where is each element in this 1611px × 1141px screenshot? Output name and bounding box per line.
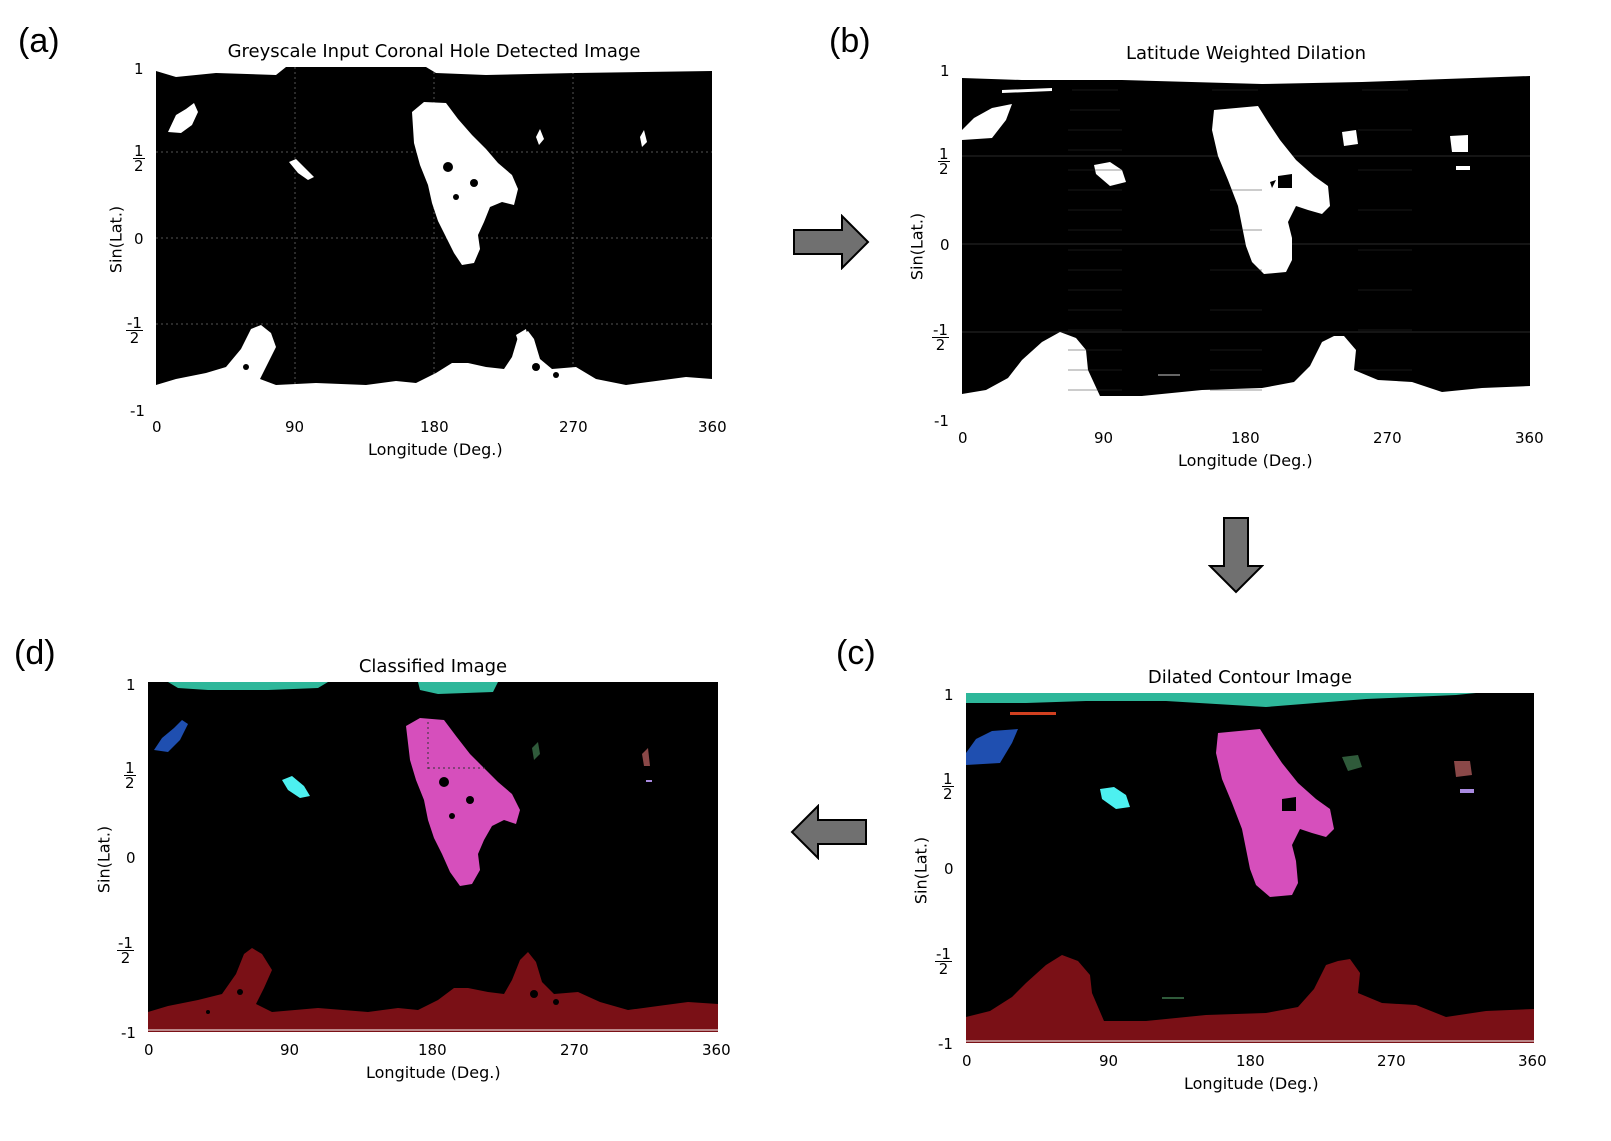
a-ytick-neg1: -1	[130, 402, 145, 420]
d-xtick-0: 0	[144, 1041, 154, 1059]
panel-d-plot	[148, 682, 718, 1032]
d-xtick-360: 360	[702, 1041, 731, 1059]
a-xlabel: Longitude (Deg.)	[368, 440, 503, 459]
b-xtick-90: 90	[1094, 429, 1114, 447]
d-xtick-180: 180	[418, 1041, 447, 1059]
a-xtick-360: 360	[698, 418, 727, 436]
panel-b-title: Latitude Weighted Dilation	[1125, 43, 1367, 64]
a-ylabel: Sin(Lat.)	[106, 205, 126, 274]
panel-label-d: (d)	[14, 634, 56, 672]
c-xtick-180: 180	[1236, 1052, 1265, 1070]
c-ytick-1: 1	[944, 686, 954, 704]
panel-label-c: (c)	[836, 634, 876, 672]
a-ytick-0: 0	[134, 230, 144, 248]
b-xlabel: Longitude (Deg.)	[1178, 451, 1313, 470]
d-ylabel: Sin(Lat.)	[94, 825, 114, 894]
b-ytick-1: 1	[940, 62, 950, 80]
panel-a-title: Greyscale Input Coronal Hole Detected Im…	[227, 41, 641, 62]
arrow-left-icon	[790, 804, 867, 860]
d-ytick-0: 0	[126, 849, 136, 867]
d-ytick-neg1: -1	[121, 1024, 136, 1042]
b-xtick-270: 270	[1373, 429, 1402, 447]
c-ytick-neg1: -1	[938, 1035, 953, 1053]
c-xtick-270: 270	[1377, 1052, 1406, 1070]
panel-d-title: Classified Image	[358, 656, 508, 677]
arrow-down-icon	[1208, 517, 1264, 594]
c-ytick-neg-half: -1 2	[935, 945, 952, 978]
c-ylabel: Sin(Lat.)	[911, 836, 931, 905]
c-ytick-0: 0	[944, 860, 954, 878]
a-ytick-neg-half: -1 2	[126, 314, 143, 347]
c-xtick-90: 90	[1099, 1052, 1119, 1070]
b-xtick-360: 360	[1515, 429, 1544, 447]
panel-c-title: Dilated Contour Image	[1147, 667, 1353, 688]
d-xlabel: Longitude (Deg.)	[366, 1063, 501, 1082]
b-xtick-180: 180	[1231, 429, 1260, 447]
panel-c-plot	[966, 693, 1534, 1043]
a-ytick-1: 1	[134, 60, 144, 78]
d-xtick-270: 270	[560, 1041, 589, 1059]
b-ytick-0: 0	[940, 236, 950, 254]
arrow-right-icon	[793, 214, 870, 270]
panel-label-a: (a)	[18, 22, 60, 60]
b-ylabel: Sin(Lat.)	[907, 212, 927, 281]
a-xtick-270: 270	[559, 418, 588, 436]
c-xlabel: Longitude (Deg.)	[1184, 1074, 1319, 1093]
b-xtick-0: 0	[958, 429, 968, 447]
a-xtick-90: 90	[285, 418, 305, 436]
c-xtick-360: 360	[1518, 1052, 1547, 1070]
c-xtick-0: 0	[962, 1052, 972, 1070]
panel-b-plot	[962, 70, 1530, 420]
b-ytick-neg1: -1	[934, 412, 949, 430]
a-xtick-180: 180	[420, 418, 449, 436]
a-xtick-0: 0	[152, 418, 162, 436]
d-xtick-90: 90	[280, 1041, 300, 1059]
panel-label-b: (b)	[829, 22, 871, 60]
d-ytick-1: 1	[126, 676, 136, 694]
panel-a-plot	[156, 67, 712, 410]
d-ytick-neg-half: -1 2	[117, 934, 134, 967]
b-ytick-neg-half: -1 2	[932, 321, 949, 354]
